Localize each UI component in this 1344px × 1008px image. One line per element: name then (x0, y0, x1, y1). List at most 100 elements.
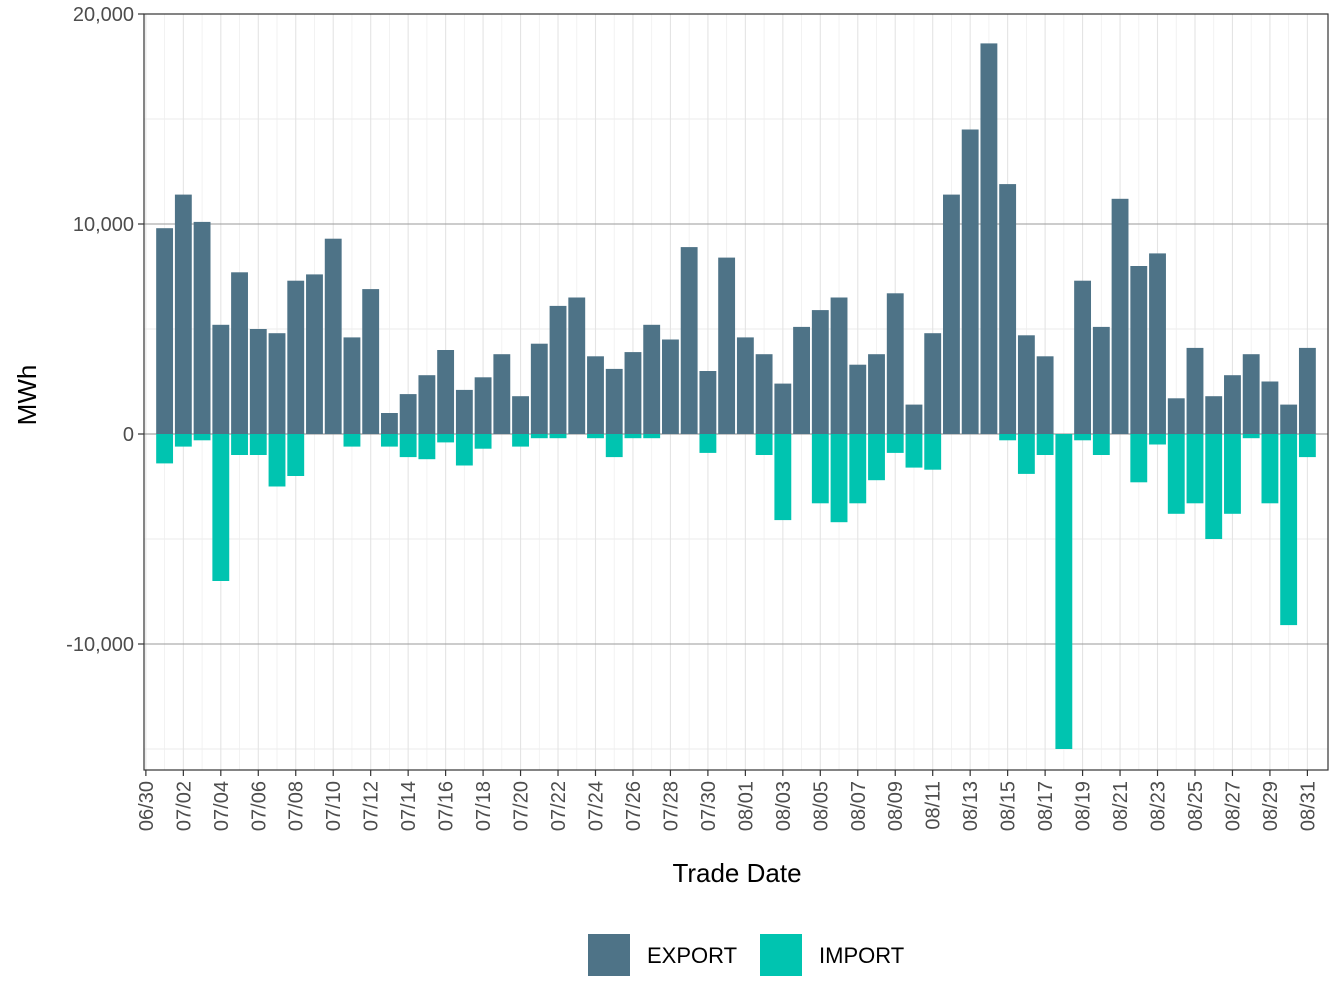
legend-swatch-export (588, 934, 630, 976)
bar-export-08-02 (755, 354, 773, 434)
x-tick-label: 07/22 (548, 781, 570, 831)
x-tick-label: 07/14 (398, 781, 420, 831)
bar-import-07-07 (268, 434, 286, 487)
bar-export-07-14 (399, 394, 417, 434)
bar-import-08-17 (1036, 434, 1054, 455)
x-tick-label: 08/03 (773, 781, 795, 831)
bar-import-08-16 (1017, 434, 1035, 474)
bar-import-08-09 (886, 434, 904, 453)
x-tick-label: 07/18 (473, 781, 495, 831)
bar-import-07-13 (380, 434, 398, 447)
x-axis: 06/30 07/02 07/04 07/06 07/08 07/10 07/12 07/14… (136, 770, 1319, 831)
bar-import-07-14 (399, 434, 417, 458)
bar-import-07-16 (437, 434, 455, 443)
bar-export-07-09 (306, 274, 323, 434)
bar-import-08-10 (905, 434, 923, 468)
y-axis-title: MWh (12, 365, 42, 426)
bar-export-08-07 (849, 364, 867, 434)
x-tick-label: 08/01 (735, 781, 757, 831)
bar-export-08-16 (1017, 335, 1035, 434)
bar-import-07-25 (605, 434, 623, 458)
bars (156, 43, 1316, 749)
bar-export-08-10 (905, 404, 923, 434)
bar-import-07-26 (624, 434, 642, 439)
bar-import-08-20 (1092, 434, 1110, 455)
bar-export-07-01 (156, 228, 174, 434)
y-tick-label: 0 (123, 424, 134, 446)
bar-export-08-19 (1074, 280, 1092, 434)
bar-import-08-08 (868, 434, 885, 481)
bar-import-08-11 (924, 434, 942, 470)
bar-export-07-29 (680, 247, 698, 434)
bar-import-07-27 (643, 434, 661, 439)
bar-import-08-02 (755, 434, 773, 455)
bar-export-07-24 (587, 356, 604, 434)
x-tick-label: 08/19 (1073, 781, 1095, 831)
bar-export-08-15 (999, 184, 1017, 434)
bar-import-07-22 (549, 434, 567, 439)
legend-label-export: EXPORT (647, 943, 737, 968)
x-tick-label: 07/08 (286, 781, 308, 831)
bar-export-08-09 (886, 293, 904, 434)
x-tick-label: 07/20 (511, 781, 533, 831)
bar-export-08-12 (943, 194, 960, 434)
bar-export-08-27 (1224, 375, 1241, 434)
bar-import-08-18 (1055, 434, 1073, 749)
bar-import-08-26 (1205, 434, 1223, 539)
bar-export-07-13 (380, 413, 398, 434)
bar-export-07-10 (324, 238, 342, 434)
bar-export-07-17 (455, 389, 473, 434)
bar-import-07-03 (193, 434, 211, 441)
bar-export-08-17 (1036, 356, 1054, 434)
bar-import-08-03 (774, 434, 792, 521)
bar-import-07-21 (530, 434, 548, 439)
bar-export-07-23 (568, 297, 586, 434)
bar-export-07-04 (212, 324, 230, 434)
bar-export-07-02 (174, 194, 192, 434)
bar-import-07-11 (343, 434, 361, 447)
bar-import-08-22 (1130, 434, 1148, 483)
x-tick-label: 08/11 (923, 781, 945, 830)
x-tick-label: 07/30 (698, 781, 720, 831)
bar-export-08-20 (1092, 326, 1110, 434)
x-tick-label: 07/12 (361, 781, 383, 831)
bar-export-07-08 (287, 280, 305, 434)
bar-import-07-15 (418, 434, 436, 460)
plot-border (143, 13, 1329, 771)
bar-export-08-23 (1149, 253, 1166, 434)
bar-import-07-17 (455, 434, 473, 466)
bar-import-08-28 (1242, 434, 1260, 439)
plot-frame (143, 13, 1329, 771)
x-tick-label: 08/13 (960, 781, 982, 831)
bar-export-08-29 (1261, 381, 1279, 434)
x-axis-title: Trade Date (672, 858, 801, 888)
bar-export-08-24 (1167, 398, 1185, 434)
bar-export-07-21 (530, 343, 548, 434)
bar-import-07-02 (174, 434, 192, 447)
bar-export-08-05 (811, 310, 829, 434)
bar-export-08-26 (1205, 396, 1223, 434)
bar-import-08-25 (1186, 434, 1204, 504)
x-tick-label: 08/15 (998, 781, 1020, 831)
bar-export-07-15 (418, 375, 436, 434)
bar-export-07-06 (249, 329, 267, 434)
x-tick-label: 08/21 (1110, 781, 1132, 831)
legend-swatch-import (760, 934, 802, 976)
bar-import-07-04 (212, 434, 230, 581)
bar-import-08-23 (1149, 434, 1166, 445)
bar-export-07-12 (362, 289, 380, 434)
bar-export-08-03 (774, 383, 792, 434)
x-tick-label: 08/09 (885, 781, 907, 831)
x-tick-label: 07/10 (323, 781, 345, 831)
x-tick-label: 08/31 (1297, 781, 1319, 831)
bar-export-07-27 (643, 324, 661, 434)
bar-export-07-30 (699, 371, 717, 434)
bar-export-08-30 (1280, 404, 1298, 434)
x-tick-label: 08/07 (848, 781, 870, 831)
bar-export-07-26 (624, 352, 642, 434)
bar-import-08-05 (811, 434, 829, 504)
bar-import-08-31 (1298, 434, 1316, 458)
bar-export-08-08 (868, 354, 885, 434)
bar-export-08-13 (961, 129, 979, 434)
bar-import-08-27 (1224, 434, 1241, 514)
